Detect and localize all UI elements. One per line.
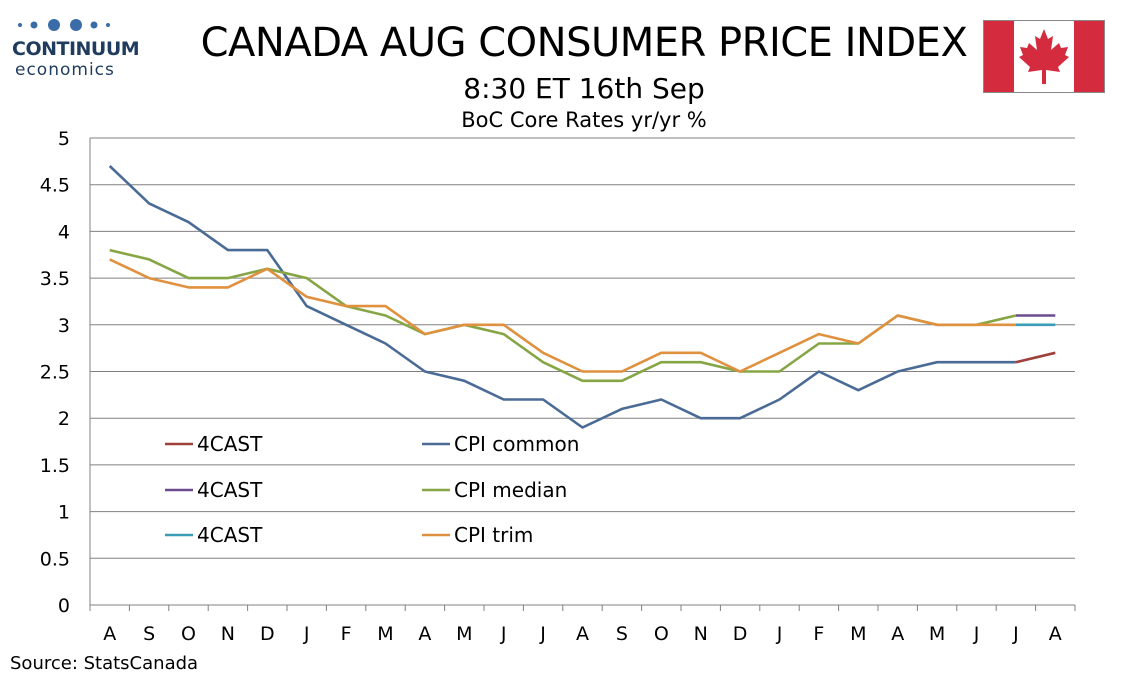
x-tick-label: A bbox=[103, 623, 116, 645]
y-tick-label: 0.5 bbox=[40, 548, 70, 570]
x-tick-label: A bbox=[1049, 623, 1062, 645]
logo-sub: economics bbox=[15, 60, 115, 80]
chart-title: CANADA AUG CONSUMER PRICE INDEX bbox=[200, 20, 968, 66]
y-tick-label: 3 bbox=[58, 315, 70, 337]
x-tick-label: J bbox=[1012, 623, 1019, 645]
x-tick-label: M bbox=[929, 623, 945, 645]
logo-brand: CONTINUUM bbox=[12, 38, 140, 60]
x-tick-label: J bbox=[973, 623, 980, 645]
legend: 4CAST CPI common 4CAST CPI median 4CAST CPI t… bbox=[165, 432, 579, 547]
x-tick-label: M bbox=[377, 623, 393, 645]
x-tick-label: J bbox=[776, 623, 783, 645]
x-tick-label: D bbox=[733, 623, 748, 645]
series-line-cpi-common-0 bbox=[108, 165, 1016, 429]
legend-label: 4CAST bbox=[197, 432, 263, 456]
x-tick-label: F bbox=[813, 623, 824, 645]
x-tick-label: N bbox=[221, 623, 235, 645]
series-line-4cast-3 bbox=[1015, 351, 1056, 364]
x-tick-label: N bbox=[694, 623, 708, 645]
x-tick-label: A bbox=[576, 623, 589, 645]
legend-label: 4CAST bbox=[197, 478, 263, 502]
x-tick-label: O bbox=[181, 623, 196, 645]
y-tick-label: 2.5 bbox=[40, 362, 70, 384]
legend-label: 4CAST bbox=[197, 523, 263, 547]
x-tick-label: M bbox=[850, 623, 866, 645]
x-tick-label: S bbox=[143, 623, 155, 645]
series-line-cpi-trim-2 bbox=[109, 258, 1016, 373]
y-tick-label: 5 bbox=[58, 128, 70, 150]
gridlines bbox=[89, 137, 1075, 606]
y-tick-label: 1 bbox=[58, 502, 70, 524]
x-tick-label: A bbox=[418, 623, 431, 645]
x-tick-label: J bbox=[539, 623, 546, 645]
x-tick-label: M bbox=[456, 623, 472, 645]
x-tick-label: S bbox=[616, 623, 628, 645]
chart-subtitle: 8:30 ET 16th Sep bbox=[463, 72, 705, 105]
source-note: Source: StatsCanada bbox=[10, 653, 199, 674]
x-tick-label: D bbox=[260, 623, 275, 645]
x-tick-label: F bbox=[341, 623, 352, 645]
series-lines bbox=[108, 165, 1056, 429]
x-tick-label: J bbox=[500, 623, 507, 645]
y-tick-label: 4 bbox=[58, 221, 70, 243]
y-tick-label: 0 bbox=[58, 595, 70, 617]
y-axis-ticks: 0 0.5 1 1.5 2 2.5 3 3.5 4 4.5 5 bbox=[40, 128, 70, 617]
legend-label: CPI trim bbox=[454, 523, 533, 547]
y-tick-label: 4.5 bbox=[40, 175, 70, 197]
y-tick-label: 1.5 bbox=[40, 455, 70, 477]
chart-subtitle-rates: BoC Core Rates yr/yr % bbox=[461, 108, 707, 132]
x-tick-label: J bbox=[303, 623, 310, 645]
logo-dots-icon bbox=[18, 19, 110, 31]
legend-label: CPI median bbox=[454, 478, 567, 502]
y-tick-label: 3.5 bbox=[40, 268, 70, 290]
canada-flag-icon bbox=[983, 20, 1105, 93]
x-tick-label: O bbox=[654, 623, 669, 645]
x-tick-label: A bbox=[891, 623, 904, 645]
legend-label: CPI common bbox=[454, 432, 579, 456]
y-tick-label: 2 bbox=[58, 408, 70, 430]
